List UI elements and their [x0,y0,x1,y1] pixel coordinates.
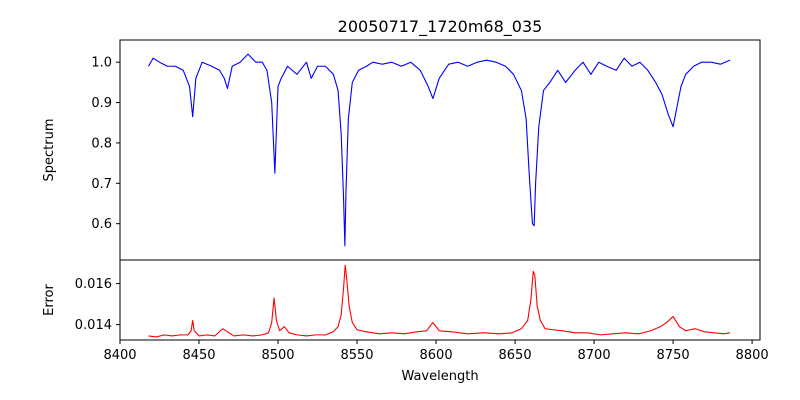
error-y-tick-label: 0.016 [75,277,112,292]
error-y-tick-label: 0.014 [75,318,112,333]
spectrum-panel: 0.6 0.7 0.8 0.9 1.0 Spectrum [42,39,761,261]
error-y-label: Error [42,284,57,316]
spectrum-y-tick-label: 0.9 [91,96,112,111]
error-series [148,264,731,338]
spectrum-line [147,53,731,247]
wavelength-x-tick-label: 8400 [103,348,136,363]
error-line [148,264,731,338]
spectrum-plot-area [119,39,761,261]
wavelength-x-tick-label: 8700 [578,348,611,363]
wavelength-x-tick-label: 8600 [420,348,453,363]
chart-title: 20050717_1720m68_035 [338,17,543,37]
spectrum-y-tick-label: 0.7 [91,177,112,192]
error-y-axis: 0.014 0.016 [75,277,120,333]
error-plot-area [119,259,761,341]
spectrum-y-label: Spectrum [42,119,57,182]
spectrum-y-tick-label: 0.8 [91,136,112,151]
wavelength-x-tick-label: 8550 [340,348,373,363]
wavelength-x-tick-label: 8650 [499,348,532,363]
wavelength-x-tick-label: 8800 [736,348,769,363]
spectrum-y-tick-label: 0.6 [91,217,112,232]
spectrum-series [147,53,731,247]
wavelength-x-tick-label: 8500 [261,348,294,363]
spectrum-y-tick-label: 1.0 [91,56,112,71]
spectrum-y-axis: 0.6 0.7 0.8 0.9 1.0 [91,56,120,232]
wavelength-x-tick-label: 8450 [182,348,215,363]
wavelength-x-label: Wavelength [401,369,478,384]
wavelength-x-tick-label: 8750 [657,348,690,363]
wavelength-x-axis: 8400 8450 8500 8550 8600 8650 8700 8750 8800 [103,340,769,363]
